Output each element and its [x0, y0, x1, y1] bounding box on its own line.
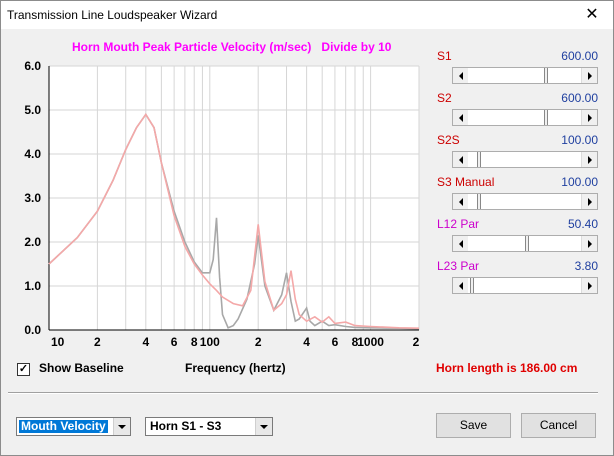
- scroll-track-fill: [474, 278, 582, 293]
- slider-label: S3 Manual: [437, 175, 495, 189]
- horn-length-text: Horn length is 186.00 cm: [436, 361, 578, 375]
- y-tick-label: 0.0: [24, 323, 41, 337]
- scroll-track-fill: [468, 194, 477, 209]
- scroll-left-icon[interactable]: [453, 236, 469, 251]
- slider-scrollbar[interactable]: [452, 235, 598, 252]
- y-tick-label: 1.0: [24, 279, 41, 293]
- y-tick-label: 3.0: [24, 191, 41, 205]
- scroll-track-fill: [468, 68, 544, 83]
- scroll-right-icon[interactable]: [581, 152, 597, 167]
- scroll-left-icon[interactable]: [453, 194, 469, 209]
- horn-section-select[interactable]: Horn S1 - S3: [145, 417, 273, 436]
- scroll-right-icon[interactable]: [581, 194, 597, 209]
- slider-scrollbar[interactable]: [452, 193, 598, 210]
- scroll-track-fill: [468, 236, 525, 251]
- slider-value: 600.00: [561, 91, 598, 105]
- slider-value: 600.00: [561, 49, 598, 63]
- slider-value: 3.80: [574, 259, 598, 273]
- x-tick-label: 100: [200, 335, 220, 349]
- close-icon[interactable]: ✕: [585, 6, 599, 23]
- scroll-track-fill: [548, 110, 582, 125]
- slider-scrollbar[interactable]: [452, 109, 598, 126]
- slider-thumb[interactable]: [477, 152, 481, 167]
- x-tick-label: 1000: [357, 335, 384, 349]
- slider-label: S2: [437, 91, 452, 105]
- x-tick-label: 8: [191, 335, 198, 349]
- slider-value: 100.00: [561, 133, 598, 147]
- slider-value: 100.00: [561, 175, 598, 189]
- chevron-down-icon[interactable]: [113, 418, 130, 435]
- slider-scrollbar[interactable]: [452, 67, 598, 84]
- cancel-button[interactable]: Cancel: [521, 413, 596, 438]
- plot-type-select[interactable]: Mouth Velocity: [16, 417, 131, 436]
- slider-value: 50.40: [567, 217, 598, 231]
- scroll-right-icon[interactable]: [581, 236, 597, 251]
- chart-title: Horn Mouth Peak Particle Velocity (m/sec…: [72, 40, 392, 54]
- slider-scrollbar[interactable]: [452, 277, 598, 294]
- save-button[interactable]: Save: [436, 413, 511, 438]
- scroll-track[interactable]: [468, 68, 582, 83]
- slider-thumb[interactable]: [544, 110, 548, 125]
- x-tick-label: 2: [413, 335, 420, 349]
- scroll-right-icon[interactable]: [581, 110, 597, 125]
- y-tick-label: 5.0: [24, 103, 41, 117]
- scroll-track[interactable]: [468, 110, 582, 125]
- show-baseline-checkbox[interactable]: ✓: [17, 363, 30, 376]
- x-tick-label: 2: [255, 335, 262, 349]
- series-line-1: [48, 112, 420, 329]
- x-tick-label: 6: [171, 335, 178, 349]
- x-axis-label: Frequency (hertz): [185, 361, 286, 375]
- scroll-left-icon[interactable]: [453, 152, 469, 167]
- scroll-right-icon[interactable]: [581, 278, 597, 293]
- slider-thumb[interactable]: [477, 194, 481, 209]
- scroll-track[interactable]: [468, 236, 582, 251]
- slider-thumb[interactable]: [525, 236, 529, 251]
- scroll-track-fill: [468, 278, 470, 293]
- chevron-down-icon[interactable]: [255, 418, 272, 435]
- slider-label: L23 Par: [437, 259, 480, 273]
- show-baseline-label[interactable]: Show Baseline: [39, 361, 124, 375]
- scroll-track-fill: [548, 68, 582, 83]
- x-tick-label: 2: [94, 335, 101, 349]
- scroll-right-icon[interactable]: [581, 68, 597, 83]
- scroll-track-fill: [529, 236, 582, 251]
- slider-label: S2S: [437, 133, 460, 147]
- scroll-left-icon[interactable]: [453, 110, 469, 125]
- scroll-left-icon[interactable]: [453, 278, 469, 293]
- scroll-track-fill: [481, 194, 582, 209]
- y-tick-label: 2.0: [24, 235, 41, 249]
- plot-type-value: Mouth Velocity: [19, 419, 108, 433]
- y-tick-label: 4.0: [24, 147, 41, 161]
- slider-label: L12 Par: [437, 217, 480, 231]
- window-title: Transmission Line Loudspeaker Wizard: [7, 8, 218, 22]
- x-tick-label: 6: [332, 335, 339, 349]
- slider-label: S1: [437, 49, 452, 63]
- separator: [8, 392, 598, 394]
- scroll-track[interactable]: [468, 194, 582, 209]
- title-bar: Transmission Line Loudspeaker Wizard ✕: [1, 1, 613, 29]
- x-tick-label: 8: [352, 335, 359, 349]
- scroll-track-fill: [468, 110, 544, 125]
- slider-thumb[interactable]: [544, 68, 548, 83]
- horn-section-value: Horn S1 - S3: [150, 419, 222, 433]
- scroll-left-icon[interactable]: [453, 68, 469, 83]
- scroll-track[interactable]: [468, 278, 582, 293]
- scroll-track[interactable]: [468, 152, 582, 167]
- scroll-track-fill: [481, 152, 582, 167]
- x-tick-label: 10: [51, 335, 65, 349]
- scroll-track-fill: [468, 152, 477, 167]
- x-tick-label: 4: [142, 335, 149, 349]
- y-tick-label: 6.0: [24, 59, 41, 73]
- slider-thumb[interactable]: [470, 278, 474, 293]
- x-tick-label: 4: [303, 335, 310, 349]
- slider-scrollbar[interactable]: [452, 151, 598, 168]
